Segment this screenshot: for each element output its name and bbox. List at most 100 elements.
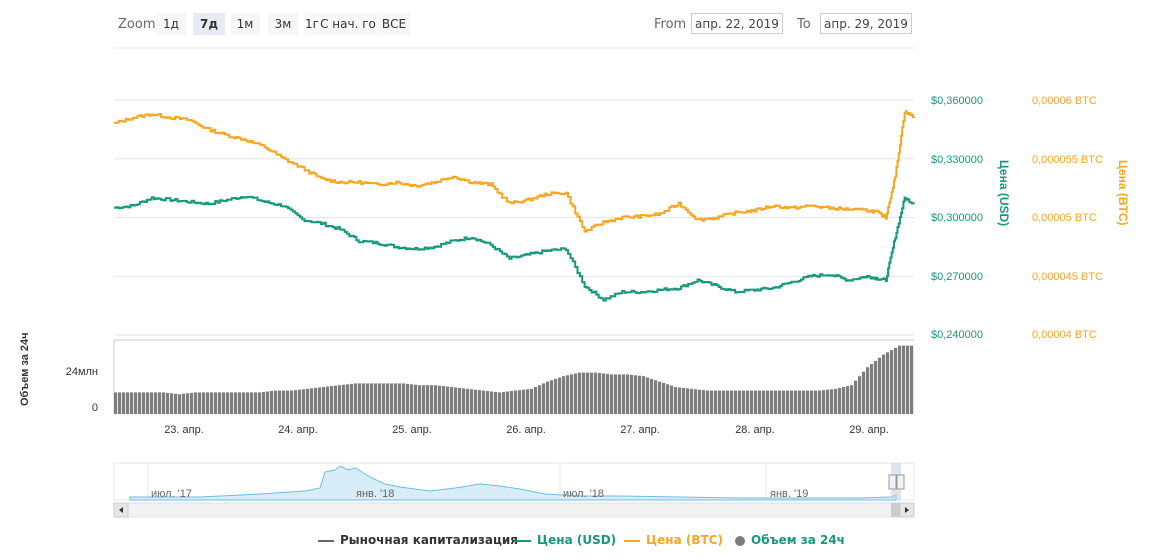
volume-bar: [770, 390, 774, 414]
volume-bar: [878, 357, 882, 414]
to-date-input[interactable]: апр. 29, 2019: [820, 13, 912, 34]
volume-bar: [450, 387, 454, 414]
x-tick: 28. апр.: [735, 424, 775, 436]
zoom-ytd-button[interactable]: С нач. го: [319, 13, 377, 35]
zoom-1y-button[interactable]: 1г: [305, 13, 319, 35]
volume-bar: [222, 392, 226, 414]
volume-bar: [362, 383, 366, 414]
volume-bar: [194, 392, 198, 414]
volume-bar: [822, 390, 826, 414]
volume-bar: [886, 352, 890, 414]
volume-bar: [202, 392, 206, 414]
volume-bar: [250, 392, 254, 414]
volume-bar: [642, 376, 646, 414]
volume-bar: [710, 390, 714, 414]
volume-bar: [534, 387, 538, 414]
volume-bar: [874, 360, 878, 414]
volume-bar: [546, 381, 550, 414]
volume-bar: [762, 390, 766, 414]
volume-bar: [174, 393, 178, 414]
usd-price-line: [114, 195, 915, 302]
volume-bar: [314, 387, 318, 414]
zoom-1d-button[interactable]: 1д: [156, 13, 186, 35]
volume-bar: [622, 374, 626, 414]
volume-bar: [522, 389, 526, 414]
volume-bar: [142, 392, 146, 414]
volume-bar: [290, 390, 294, 414]
volume-bar: [298, 389, 302, 414]
volume-bar: [694, 389, 698, 414]
zoom-3m-button[interactable]: 3м: [268, 13, 298, 35]
btc-axis-title: Цена (BTC): [1116, 160, 1130, 226]
volume-bar: [550, 380, 554, 414]
usd-tick: $0,240000: [931, 329, 983, 341]
volume-bar: [782, 390, 786, 414]
legend-price-btc[interactable]: Цена (BTC): [624, 533, 723, 547]
zoom-1m-button[interactable]: 1м: [230, 13, 260, 35]
volume-series: [114, 345, 914, 414]
volume-bar: [674, 387, 678, 414]
volume-bar: [254, 392, 258, 414]
volume-bar: [610, 374, 614, 414]
volume-tick: 24млн: [66, 366, 98, 378]
navigator[interactable]: июл. '17 янв. '18 июл. '18 янв. '19: [113, 462, 915, 518]
grid: [113, 47, 914, 414]
volume-bar: [518, 390, 522, 414]
volume-bar: [214, 392, 218, 414]
legend-volume[interactable]: Объем за 24ч: [735, 533, 845, 547]
volume-bar: [458, 387, 462, 414]
volume-bar: [282, 390, 286, 414]
legend-label: Цена (BTC): [646, 533, 723, 547]
volume-bar: [902, 345, 906, 414]
volume-bar: [566, 375, 570, 414]
volume-bar: [750, 390, 754, 414]
volume-bar: [234, 392, 238, 414]
volume-bar: [310, 388, 314, 414]
volume-bar: [246, 392, 250, 414]
volume-bar: [358, 383, 362, 414]
to-label: To: [797, 17, 811, 32]
zoom-all-button[interactable]: ВСЕ: [378, 13, 410, 35]
volume-bar: [618, 374, 622, 414]
volume-bar: [734, 390, 738, 414]
volume-bar: [866, 367, 870, 414]
volume-bar: [742, 390, 746, 414]
navigator-handle-left[interactable]: [888, 474, 897, 490]
usd-tick: $0,300000: [931, 212, 983, 224]
volume-bar: [630, 374, 634, 414]
legend-price-usd[interactable]: Цена (USD): [515, 533, 616, 547]
volume-bar: [442, 386, 446, 414]
volume-bar: [454, 387, 458, 414]
btc-tick: 0,000045 BTC: [1032, 271, 1103, 283]
volume-bar: [662, 382, 666, 414]
from-date-input[interactable]: апр. 22, 2019: [691, 13, 783, 34]
volume-bar: [686, 388, 690, 414]
volume-bar: [406, 383, 410, 414]
volume-bar: [206, 392, 210, 414]
volume-bar: [850, 385, 854, 414]
volume-bar: [570, 374, 574, 414]
volume-bar: [238, 392, 242, 414]
volume-bar: [398, 383, 402, 414]
volume-bar: [278, 390, 282, 414]
scrollbar-track[interactable]: [113, 502, 915, 518]
volume-bar: [786, 390, 790, 414]
volume-bar: [382, 383, 386, 414]
volume-bar: [130, 392, 134, 414]
volume-bar: [578, 372, 582, 414]
volume-bar: [598, 373, 602, 414]
btc-tick: 0,00005 BTC: [1032, 212, 1097, 224]
zoom-7d-button[interactable]: 7д: [193, 13, 225, 35]
volume-bar: [274, 390, 278, 414]
volume-bar: [422, 385, 426, 414]
volume-bar: [614, 374, 618, 414]
navigator-handle-right[interactable]: [896, 474, 905, 490]
volume-bar: [506, 391, 510, 414]
volume-bar: [150, 392, 154, 414]
volume-bar: [366, 383, 370, 414]
volume-bar: [602, 373, 606, 414]
volume-bar: [758, 390, 762, 414]
volume-bar: [390, 383, 394, 414]
legend-market-cap[interactable]: Рыночная капитализация: [318, 533, 518, 547]
scrollbar-thumb[interactable]: [891, 503, 900, 517]
